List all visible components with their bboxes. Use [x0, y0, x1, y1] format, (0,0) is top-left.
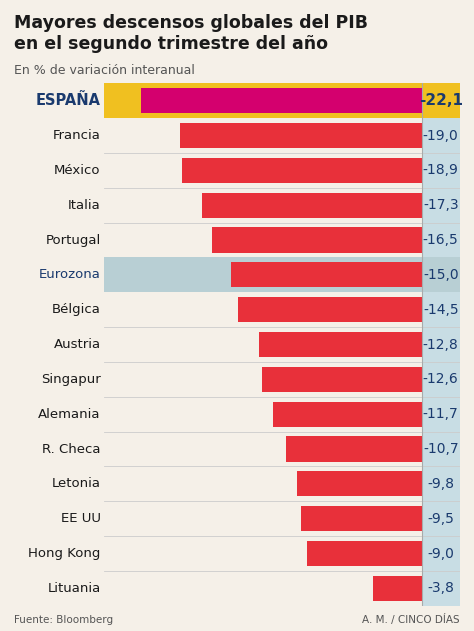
Bar [104, 362, 460, 397]
Bar [422, 83, 460, 118]
Text: -22,1: -22,1 [419, 93, 463, 108]
Bar [422, 536, 460, 571]
Text: Alemania: Alemania [38, 408, 100, 421]
Bar [422, 466, 460, 501]
Bar [422, 432, 460, 466]
Bar [301, 506, 422, 531]
Bar [104, 501, 460, 536]
Bar [104, 571, 460, 606]
Bar [202, 192, 422, 218]
Bar [259, 332, 422, 357]
Text: -10,7: -10,7 [423, 442, 458, 456]
Text: Hong Kong: Hong Kong [28, 547, 100, 560]
Bar [422, 223, 460, 257]
Text: -14,5: -14,5 [423, 303, 458, 317]
Text: Singapur: Singapur [41, 373, 100, 386]
Bar [212, 228, 422, 252]
Bar [422, 362, 460, 397]
Bar [422, 153, 460, 188]
Bar [104, 432, 460, 466]
Text: Mayores descensos globales del PIB
en el segundo trimestre del año: Mayores descensos globales del PIB en el… [14, 14, 368, 54]
Text: -9,5: -9,5 [427, 512, 454, 526]
Bar [422, 432, 460, 466]
Text: En % de variación interanual: En % de variación interanual [14, 64, 195, 78]
Bar [422, 223, 460, 257]
Text: R. Checa: R. Checa [42, 442, 100, 456]
Text: Francia: Francia [53, 129, 100, 142]
Bar [422, 397, 460, 432]
Text: -12,6: -12,6 [423, 372, 459, 386]
Text: -16,5: -16,5 [423, 233, 459, 247]
Bar [104, 536, 460, 571]
Bar [141, 88, 422, 113]
Bar [422, 362, 460, 397]
Bar [104, 466, 460, 501]
Bar [422, 188, 460, 223]
Text: A. M. / CINCO DÍAS: A. M. / CINCO DÍAS [362, 614, 460, 625]
Text: -18,9: -18,9 [423, 163, 459, 177]
Bar [262, 367, 422, 392]
Bar [374, 576, 422, 601]
Bar [422, 292, 460, 327]
Bar [422, 188, 460, 223]
Bar [104, 327, 460, 362]
Text: -15,0: -15,0 [423, 268, 458, 282]
Bar [422, 292, 460, 327]
Text: -11,7: -11,7 [423, 407, 459, 421]
Text: Fuente: Bloomberg: Fuente: Bloomberg [14, 615, 113, 625]
Bar [104, 153, 460, 188]
Text: Italia: Italia [68, 199, 100, 212]
Bar [422, 257, 460, 292]
Bar [422, 327, 460, 362]
Text: -12,8: -12,8 [423, 338, 459, 351]
Text: -9,0: -9,0 [427, 546, 454, 560]
Bar [104, 83, 460, 118]
Bar [231, 262, 422, 287]
Bar [422, 571, 460, 606]
Text: -17,3: -17,3 [423, 198, 458, 212]
Text: EE UU: EE UU [61, 512, 100, 525]
Bar [422, 501, 460, 536]
Bar [104, 118, 460, 153]
Text: México: México [54, 164, 100, 177]
Bar [422, 153, 460, 188]
Text: -19,0: -19,0 [423, 129, 459, 143]
Bar [182, 158, 422, 183]
Bar [104, 188, 460, 223]
Text: Austria: Austria [54, 338, 100, 351]
Bar [422, 501, 460, 536]
Text: Bélgica: Bélgica [52, 303, 100, 316]
Text: -9,8: -9,8 [427, 477, 454, 491]
Bar [422, 118, 460, 153]
Text: ESPAÑA: ESPAÑA [36, 93, 100, 108]
Bar [181, 123, 422, 148]
Bar [273, 402, 422, 427]
Bar [422, 397, 460, 432]
Bar [422, 571, 460, 606]
Bar [422, 118, 460, 153]
Bar [286, 437, 422, 461]
Text: Lituania: Lituania [47, 582, 100, 595]
Text: Eurozona: Eurozona [39, 268, 100, 281]
Bar [104, 292, 460, 327]
Bar [104, 257, 460, 292]
Text: -3,8: -3,8 [427, 581, 454, 595]
Text: Portugal: Portugal [46, 233, 100, 247]
Bar [422, 327, 460, 362]
Bar [308, 541, 422, 566]
Bar [297, 471, 422, 497]
Bar [104, 223, 460, 257]
Bar [422, 536, 460, 571]
Bar [422, 466, 460, 501]
Bar [104, 397, 460, 432]
Bar [237, 297, 422, 322]
Text: Letonia: Letonia [52, 477, 100, 490]
